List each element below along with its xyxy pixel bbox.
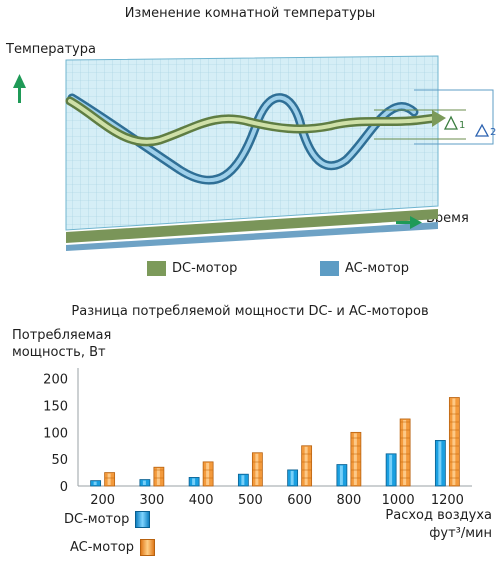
y-tick-label: 100 <box>43 426 68 441</box>
x-category-label: 1200 <box>431 493 464 508</box>
dc-bar-highlight <box>389 454 393 485</box>
dc-bar-highlight <box>192 478 196 485</box>
x-category-label: 500 <box>238 493 263 508</box>
chart1-title: Изменение комнатной температуры <box>124 6 376 21</box>
dc-legend-swatch <box>147 261 166 276</box>
chart2-y-axis-label: Потребляемая мощность, Вт <box>12 328 112 360</box>
chart1-legend-ac: AC-мотор <box>320 261 409 276</box>
chart2-legend-ac-label: AC-мотор <box>70 540 134 555</box>
chart2-legend-dc: DC-мотор <box>64 511 151 528</box>
delta1-icon <box>443 115 459 130</box>
ac-bar-highlight <box>403 419 407 485</box>
ac-bar-highlight <box>255 453 259 485</box>
chart1-legend-dc: DC-мотор <box>147 261 237 276</box>
dc-bar-highlight <box>339 465 343 485</box>
y-tick-label: 0 <box>60 480 68 495</box>
chart2-x-axis-label-line2: фут³/мин <box>429 526 492 541</box>
chart2-legend-dc-label: DC-мотор <box>64 512 130 527</box>
dc-bar-legend-icon <box>135 511 151 528</box>
floor-strip-ac <box>66 222 438 251</box>
temperature-chart: 1 2 <box>13 55 496 251</box>
ac-bar-highlight <box>353 433 357 485</box>
x-category-label: 800 <box>336 493 361 508</box>
x-category-label: 600 <box>287 493 312 508</box>
x-category-label: 300 <box>139 493 164 508</box>
delta2-icon <box>474 123 490 137</box>
ac-bar-highlight <box>156 468 160 485</box>
dc-bar-highlight <box>142 480 146 485</box>
delta2-label: 2 <box>490 127 496 138</box>
ac-bar-highlight <box>452 398 456 485</box>
dc-bar-highlight <box>290 470 294 485</box>
chart2-x-axis-label: Расход воздуха фут³/мин <box>362 507 492 543</box>
y-tick-label: 200 <box>43 373 68 388</box>
y-tick-label: 50 <box>51 453 68 468</box>
delta-markers: 1 2 <box>374 89 496 145</box>
dc-curve-arrowhead-icon <box>432 110 446 127</box>
chart2-legend-ac: AC-мотор <box>70 539 155 556</box>
floor-strip-dc <box>66 209 438 243</box>
chart1-legend-dc-label: DC-мотор <box>172 261 238 276</box>
x-axis-arrow-icon <box>396 216 422 229</box>
dc-bar-highlight <box>241 475 245 485</box>
ac-bar-highlight <box>206 462 210 485</box>
ac-bar-legend-icon <box>139 539 155 556</box>
x-category-label: 200 <box>90 493 115 508</box>
delta1-label: 1 <box>459 120 465 131</box>
dc-bar-highlight <box>438 441 442 485</box>
y-axis-arrow-icon <box>13 74 26 103</box>
chart2-x-axis-label-line1: Расход воздуха <box>385 508 492 523</box>
chart2-title: Разница потребляемой мощности DC- и AC-м… <box>71 304 429 319</box>
ac-bar-highlight <box>107 473 111 485</box>
x-category-label: 1000 <box>382 493 415 508</box>
chart1-legend-ac-label: AC-мотор <box>345 261 409 276</box>
dc-bar-highlight <box>93 481 97 485</box>
chart1-y-axis-label: Температура <box>6 42 96 57</box>
y-tick-label: 150 <box>43 400 68 415</box>
ac-legend-swatch <box>320 261 339 276</box>
ac-bar-highlight <box>304 446 308 485</box>
power-bar-chart: 0 50 100 150 200 200 300 400 500 600 800 1000 1200 <box>43 368 472 508</box>
x-category-label: 400 <box>189 493 214 508</box>
